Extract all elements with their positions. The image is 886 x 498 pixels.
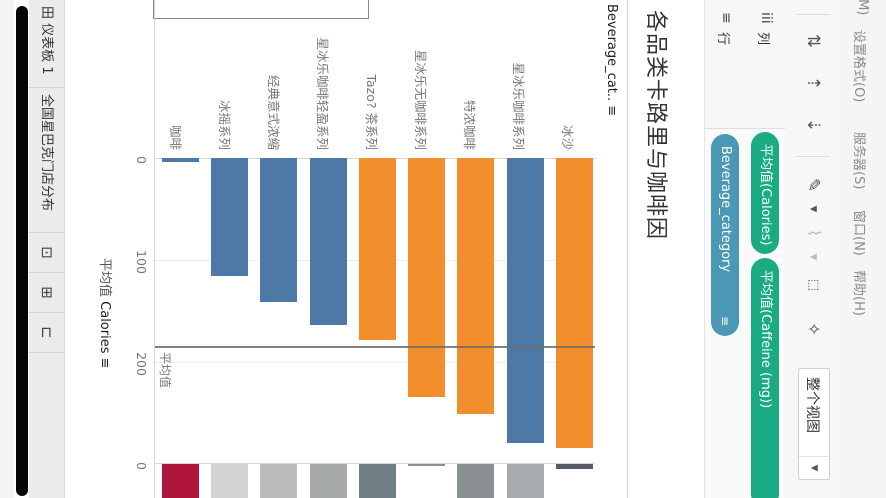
columns-shelf-label: iii 列	[745, 0, 785, 129]
sort-descending-icon[interactable]: ⇣	[803, 117, 823, 133]
toolbar-separator	[796, 14, 830, 15]
sheet-tabs-bar: 田 仪表板 1 全国星巴克门店分布 ⊡ ⊞ ⊏	[29, 0, 65, 498]
rows-label: 行	[715, 32, 730, 46]
tab-dashboard-1[interactable]: 田 仪表板 1	[29, 0, 64, 88]
pill-label: Beverage_category	[718, 146, 733, 273]
axis-title-prefix: 平均值	[97, 258, 112, 298]
bar-calories[interactable]	[310, 158, 347, 325]
new-worksheet-icon[interactable]: ⊡	[29, 233, 64, 273]
bar-calories[interactable]	[162, 158, 199, 162]
group-paperclip-icon[interactable]: ⌇	[803, 228, 823, 238]
menu-item-server[interactable]: 服务器(S)	[851, 132, 866, 190]
bar-caffeine[interactable]	[408, 464, 445, 466]
pill-label: 平均值(Caffeine (mg))	[758, 270, 773, 409]
bar-calories[interactable]	[408, 158, 445, 397]
category-label: 咖啡	[168, 124, 183, 150]
axis-tick: 200	[134, 352, 149, 376]
menu-bar: (M) 设置格式(O) 服务器(S) 窗口(N) 帮助(H)	[840, 0, 886, 498]
axis-title-field: Calories ≡	[97, 301, 112, 369]
rows-shelf-label: ≡ 行	[705, 0, 745, 129]
category-label: 星冰乐无咖啡系列	[413, 49, 428, 150]
columns-label: 列	[755, 32, 770, 46]
bar-caffeine[interactable]	[359, 464, 396, 498]
tab-label: 仪表板 1	[39, 23, 54, 75]
title-divider	[627, 0, 628, 498]
category-label: 特浓咖啡	[462, 99, 477, 150]
category-label: 星冰乐咖啡轻盈系列	[315, 37, 330, 150]
label-icon[interactable]: ⬚	[806, 278, 821, 292]
fit-view-label: 整个视图	[804, 377, 820, 433]
bar-calories[interactable]	[457, 158, 494, 414]
category-label: 经典意式浓缩	[266, 74, 281, 150]
bar-caffeine[interactable]	[260, 464, 297, 498]
menu-item-window[interactable]: 窗口(N)	[851, 210, 866, 256]
rows-icon: ≡	[718, 12, 734, 24]
columns-shelf: iii 列 平均值(Calories) 平均值(Caffeine (mg))	[744, 0, 785, 498]
sort-icon[interactable]: ≡	[718, 315, 732, 326]
new-dashboard-icon[interactable]: ⊞	[29, 273, 64, 313]
menu-item-format[interactable]: 设置格式(O)	[851, 30, 866, 103]
tab-store-map[interactable]: 全国星巴克门店分布	[29, 88, 64, 233]
sheet-title: 各品类卡路里与咖啡因	[643, 10, 668, 241]
pill-avg-calories[interactable]: 平均值(Calories)	[751, 132, 779, 254]
category-label: 冰摇系列	[217, 99, 232, 150]
toolbar-separator	[796, 156, 830, 157]
bar-caffeine[interactable]	[310, 464, 347, 498]
pill-label: 平均值(Calories)	[758, 144, 773, 246]
axis-divider	[154, 0, 155, 498]
group-dropdown-icon[interactable]: ▼	[808, 253, 818, 261]
category-label: Tazo? 茶系列	[364, 74, 379, 150]
highlight-dropdown-icon[interactable]: ▼	[808, 205, 818, 213]
category-label: 星冰乐咖啡系列	[511, 62, 526, 150]
row-header[interactable]: Beverage_cat.. ≡	[597, 0, 625, 160]
pin-icon[interactable]: ✧	[803, 321, 823, 337]
bar-caffeine[interactable]	[211, 464, 248, 498]
swap-rows-columns-icon[interactable]: ⇅	[803, 33, 823, 49]
axis-title[interactable]: 平均值 Calories ≡	[97, 258, 116, 369]
dashboard-icon: 田	[39, 6, 54, 20]
toolbar: ⇅ ⇡ ⇣ ✎ ▼ ⌇ ▼ ⬚ ✧ 整个视图 ▼	[784, 0, 840, 498]
bar-calories[interactable]	[211, 158, 248, 276]
average-reference-line[interactable]	[155, 346, 595, 348]
reference-line-label: 平均值	[158, 352, 172, 389]
bar-calories[interactable]	[359, 158, 396, 340]
fit-view-dropdown[interactable]: 整个视图 ▼	[798, 368, 830, 480]
axis-tick: 100	[134, 250, 149, 274]
status-bar-handle	[16, 6, 28, 496]
bar-caffeine[interactable]	[556, 464, 593, 469]
pill-beverage-category[interactable]: Beverage_category ≡	[711, 134, 739, 336]
bar-caffeine[interactable]	[457, 464, 494, 498]
menu-item-map[interactable]: (M)	[855, 0, 870, 16]
tab-label: 全国星巴克门店分布	[39, 94, 54, 212]
menu-item-help[interactable]: 帮助(H)	[851, 270, 866, 316]
category-label: 冰沙	[560, 124, 575, 150]
sort-ascending-icon[interactable]: ⇡	[803, 75, 823, 91]
bar-caffeine[interactable]	[507, 464, 544, 498]
bar-calories[interactable]	[507, 158, 544, 443]
chevron-down-icon: ▼	[799, 456, 829, 479]
axis-tick: 0	[134, 156, 149, 164]
bar-calories[interactable]	[260, 158, 297, 302]
axis-tick-caffeine: 0	[134, 462, 149, 470]
pill-avg-caffeine[interactable]: 平均值(Caffeine (mg))	[751, 258, 779, 498]
columns-icon: iii	[758, 12, 774, 24]
bar-caffeine[interactable]	[162, 464, 199, 498]
highlight-icon[interactable]: ✎	[803, 177, 823, 193]
bar-calories[interactable]	[556, 158, 593, 448]
new-story-icon[interactable]: ⊏	[29, 313, 64, 353]
rows-shelf: ≡ 行 Beverage_category ≡	[704, 0, 745, 498]
status-bar	[0, 0, 14, 498]
row-header-label: Beverage_cat.. ≡	[604, 4, 619, 117]
